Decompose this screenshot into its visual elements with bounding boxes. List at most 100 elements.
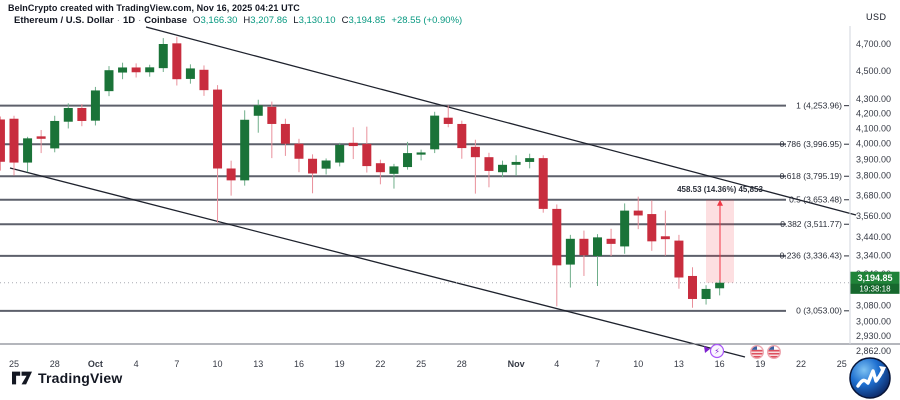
time-tick-label: 22 xyxy=(796,359,806,369)
candle-body xyxy=(226,168,236,181)
candle[interactable] xyxy=(77,104,87,127)
candle[interactable] xyxy=(23,136,33,173)
candle-body xyxy=(9,118,19,163)
candle[interactable] xyxy=(294,138,304,173)
price-tick-label: 4,700.00 xyxy=(856,39,891,49)
candle[interactable] xyxy=(63,103,73,129)
candle-body xyxy=(145,67,155,73)
candle[interactable] xyxy=(240,110,250,186)
symbol-info-bar: Ethereum / U.S. Dollar · 1D · Coinbase O3,166… xyxy=(14,15,462,26)
candle[interactable] xyxy=(647,200,657,251)
candle[interactable] xyxy=(185,64,195,84)
candle[interactable] xyxy=(579,230,589,276)
candle[interactable] xyxy=(660,210,670,256)
candle[interactable] xyxy=(403,141,413,170)
time-axis[interactable]: 25 28 Oct 4 7 10 13 16 19 22 25 28 Nov 4 7 10 13 16 19 22 25 xyxy=(9,359,847,369)
candle[interactable] xyxy=(50,115,60,153)
candle[interactable] xyxy=(674,234,684,289)
candle[interactable] xyxy=(498,160,508,178)
candle[interactable] xyxy=(267,101,277,159)
candle[interactable] xyxy=(375,159,385,185)
candle-body xyxy=(457,123,467,149)
candle[interactable] xyxy=(280,118,290,156)
price-range-measure[interactable]: 458.53 (14.36%) 45,853 xyxy=(677,185,763,283)
currency-label: USD xyxy=(866,12,887,22)
time-tick-label: 10 xyxy=(213,359,223,369)
time-tick-label: 28 xyxy=(50,359,60,369)
candles[interactable] xyxy=(0,36,725,308)
candle[interactable] xyxy=(688,267,697,308)
candle[interactable] xyxy=(9,115,19,176)
candle-body xyxy=(158,44,168,69)
candle[interactable] xyxy=(158,38,168,72)
candle-body xyxy=(63,107,73,122)
price-tick-label: 3,900.00 xyxy=(856,154,891,164)
candle[interactable] xyxy=(36,129,46,154)
candle[interactable] xyxy=(565,234,575,288)
trendline[interactable] xyxy=(145,26,857,216)
candle[interactable] xyxy=(538,155,548,213)
chart-credit-text: BeInCrypto created with TradingView.com,… xyxy=(8,3,300,13)
time-tick-label: 16 xyxy=(715,359,725,369)
candle-body xyxy=(552,208,562,266)
candle[interactable] xyxy=(620,203,630,254)
us-flag-event-icon[interactable] xyxy=(750,345,765,360)
candle[interactable] xyxy=(525,153,535,169)
candle-body xyxy=(308,158,318,174)
candle[interactable] xyxy=(443,105,453,128)
candle[interactable] xyxy=(511,155,521,176)
candle[interactable] xyxy=(226,160,236,196)
price-tick-label: 4,000.00 xyxy=(856,139,891,149)
candle[interactable] xyxy=(633,196,643,230)
candle[interactable] xyxy=(715,280,725,296)
candle[interactable] xyxy=(348,127,358,160)
candle[interactable] xyxy=(416,149,426,161)
candle[interactable] xyxy=(199,65,209,96)
interval-label[interactable]: 1D xyxy=(122,15,136,26)
candle[interactable] xyxy=(701,285,711,305)
candle[interactable] xyxy=(131,63,141,78)
low-label: L xyxy=(293,15,299,26)
high-value: 3,207.86 xyxy=(250,15,288,26)
candle[interactable] xyxy=(470,139,480,194)
price-label-value: 3,194.85 xyxy=(857,273,892,283)
candle[interactable] xyxy=(593,234,603,286)
close-label: C xyxy=(341,15,349,26)
candle[interactable] xyxy=(335,142,345,167)
candle[interactable] xyxy=(213,85,223,223)
candle[interactable] xyxy=(321,158,331,175)
us-flag-event-icon[interactable] xyxy=(767,345,782,360)
trendline[interactable] xyxy=(9,167,746,358)
price-tick-label: 4,100.00 xyxy=(856,123,891,133)
event-markers[interactable]: ⚡ xyxy=(704,343,782,360)
candle[interactable] xyxy=(484,152,494,188)
candle[interactable] xyxy=(118,62,128,80)
candle[interactable] xyxy=(457,120,467,159)
candle-body xyxy=(620,210,630,247)
change-value: +28.55 (+0.90%) xyxy=(391,15,463,26)
candle[interactable] xyxy=(104,66,114,97)
candle[interactable] xyxy=(145,64,155,77)
candle-body xyxy=(389,166,399,174)
tradingview-logo[interactable]: TradingView xyxy=(12,370,122,386)
candle[interactable] xyxy=(253,99,263,133)
candle[interactable] xyxy=(552,204,562,307)
candle-body xyxy=(688,275,697,299)
candle[interactable] xyxy=(389,163,399,189)
candle[interactable] xyxy=(0,116,5,171)
candle[interactable] xyxy=(606,228,616,256)
measure-label: 458.53 (14.36%) 45,853 xyxy=(677,185,763,194)
price-axis[interactable]: USD 4,700.00 4,500.00 4,300.00 4,200.00 4,100… xyxy=(856,12,891,356)
candle[interactable] xyxy=(308,154,318,194)
trend-channel[interactable] xyxy=(9,26,857,358)
candle[interactable] xyxy=(90,86,100,126)
candle-body xyxy=(660,236,670,240)
candle-body xyxy=(375,163,385,173)
time-tick-label: 25 xyxy=(9,359,19,369)
candle[interactable] xyxy=(430,111,440,154)
candle[interactable] xyxy=(172,36,182,86)
lightning-event-icon[interactable]: ⚡ xyxy=(709,343,725,359)
candle-body xyxy=(674,240,684,278)
candle[interactable] xyxy=(362,126,372,173)
